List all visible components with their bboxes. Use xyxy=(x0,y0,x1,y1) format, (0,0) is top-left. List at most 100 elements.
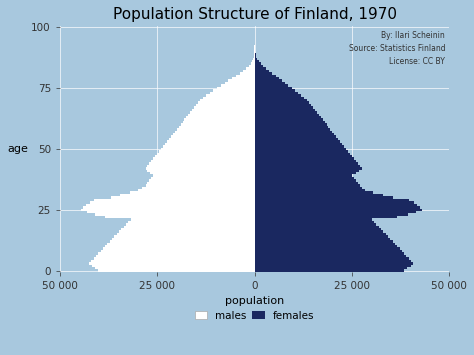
Bar xyxy=(157,153,255,155)
Bar xyxy=(182,121,255,123)
Bar xyxy=(255,170,359,172)
Bar xyxy=(169,138,255,140)
Y-axis label: age: age xyxy=(7,144,28,154)
Bar xyxy=(255,174,352,177)
Bar xyxy=(255,208,422,211)
Bar xyxy=(255,262,413,264)
Bar xyxy=(255,65,263,67)
Bar xyxy=(101,250,255,252)
Bar xyxy=(225,82,255,84)
Bar xyxy=(117,233,255,235)
Bar xyxy=(228,80,255,82)
Bar xyxy=(255,257,409,260)
Bar xyxy=(150,172,255,174)
Bar xyxy=(149,162,255,165)
Bar xyxy=(91,260,255,262)
Bar xyxy=(255,97,304,99)
Bar xyxy=(105,245,255,247)
Bar xyxy=(255,145,344,148)
Bar xyxy=(255,260,411,262)
Bar xyxy=(151,177,255,179)
Bar xyxy=(255,269,404,272)
Bar xyxy=(255,150,348,153)
Bar xyxy=(146,184,255,187)
Bar xyxy=(255,182,358,184)
Bar xyxy=(255,89,295,92)
Bar xyxy=(255,104,311,106)
Bar xyxy=(255,87,292,89)
Bar xyxy=(253,58,255,60)
Bar xyxy=(255,140,340,143)
Bar xyxy=(255,70,269,72)
Bar xyxy=(138,189,255,191)
Bar xyxy=(252,60,255,62)
Bar xyxy=(255,60,259,62)
Bar xyxy=(255,189,365,191)
Bar xyxy=(90,201,255,204)
Legend: males, females: males, females xyxy=(195,311,314,321)
Bar xyxy=(255,123,327,126)
Bar xyxy=(243,70,255,72)
Bar xyxy=(255,179,356,182)
Bar xyxy=(87,211,255,213)
Bar xyxy=(255,233,386,235)
Bar xyxy=(255,255,406,257)
Bar xyxy=(255,75,275,77)
Bar xyxy=(240,72,255,75)
Bar xyxy=(255,84,288,87)
Bar xyxy=(131,218,255,221)
Bar xyxy=(92,264,255,267)
Bar xyxy=(255,94,301,97)
Bar xyxy=(255,221,374,223)
Bar xyxy=(255,116,321,119)
Bar xyxy=(255,225,379,228)
Bar xyxy=(255,242,395,245)
Bar xyxy=(255,252,404,255)
Bar xyxy=(177,128,255,131)
Bar xyxy=(255,247,400,250)
Bar xyxy=(105,216,255,218)
Bar xyxy=(255,230,383,233)
Bar xyxy=(255,121,325,123)
Bar xyxy=(255,250,401,252)
Bar xyxy=(255,172,356,174)
Bar xyxy=(130,191,255,194)
Bar xyxy=(255,187,362,189)
Bar xyxy=(217,87,255,89)
Bar xyxy=(255,160,356,162)
Bar xyxy=(94,199,255,201)
Bar xyxy=(190,111,255,114)
Bar xyxy=(255,111,317,114)
Bar xyxy=(255,109,315,111)
Bar xyxy=(121,228,255,230)
Bar xyxy=(146,167,255,170)
Bar xyxy=(103,247,255,250)
Bar xyxy=(255,55,256,58)
Bar xyxy=(255,62,261,65)
Bar xyxy=(255,82,285,84)
Bar xyxy=(159,150,255,153)
Bar xyxy=(89,262,255,264)
Bar xyxy=(255,228,381,230)
Bar xyxy=(255,196,392,199)
Bar xyxy=(161,148,255,150)
Bar xyxy=(153,174,255,177)
Bar xyxy=(96,255,255,257)
Bar xyxy=(255,131,332,133)
Bar xyxy=(255,155,352,157)
Bar xyxy=(255,128,330,131)
Bar xyxy=(255,240,392,242)
Bar xyxy=(255,58,257,60)
Bar xyxy=(112,238,255,240)
Bar xyxy=(163,145,255,148)
Bar xyxy=(255,199,410,201)
Bar xyxy=(255,119,323,121)
Bar xyxy=(192,109,255,111)
Bar xyxy=(255,143,342,145)
Bar xyxy=(255,148,346,150)
Bar xyxy=(255,77,279,80)
Bar xyxy=(99,252,255,255)
Bar xyxy=(255,194,383,196)
Bar xyxy=(151,160,255,162)
Bar xyxy=(206,94,255,97)
